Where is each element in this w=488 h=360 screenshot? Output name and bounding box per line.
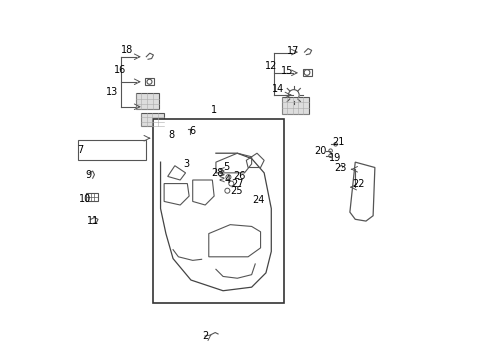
- Text: 20: 20: [314, 147, 326, 157]
- Bar: [145, 78, 154, 85]
- Text: 12: 12: [264, 62, 277, 71]
- Text: 26: 26: [233, 171, 245, 181]
- Text: 10: 10: [79, 194, 91, 204]
- Text: 22: 22: [352, 179, 365, 189]
- Text: 21: 21: [331, 137, 344, 147]
- Text: 17: 17: [286, 46, 298, 56]
- Text: 4: 4: [224, 175, 231, 185]
- Text: 15: 15: [280, 66, 292, 76]
- Text: 19: 19: [328, 153, 340, 163]
- Bar: [78, 140, 146, 160]
- Text: 25: 25: [229, 186, 242, 196]
- Bar: [153, 119, 283, 303]
- Text: 6: 6: [189, 126, 195, 136]
- Text: 8: 8: [168, 130, 174, 140]
- Text: 16: 16: [114, 65, 126, 75]
- Text: 13: 13: [106, 87, 118, 98]
- Text: 3: 3: [183, 159, 188, 169]
- Bar: [302, 68, 311, 76]
- Text: 14: 14: [271, 84, 283, 94]
- Text: 23: 23: [333, 163, 346, 173]
- Text: 7: 7: [77, 145, 83, 155]
- Text: 27: 27: [231, 179, 243, 189]
- Text: 28: 28: [211, 168, 224, 178]
- Bar: [85, 193, 98, 202]
- Text: 2: 2: [202, 331, 208, 341]
- Bar: [141, 113, 164, 126]
- Text: 24: 24: [252, 195, 264, 205]
- Text: 5: 5: [223, 162, 228, 172]
- Text: 18: 18: [121, 45, 133, 55]
- Bar: [282, 97, 308, 114]
- Text: 11: 11: [86, 216, 99, 226]
- Text: 1: 1: [211, 105, 217, 115]
- Text: 9: 9: [85, 170, 91, 180]
- Bar: [135, 93, 159, 109]
